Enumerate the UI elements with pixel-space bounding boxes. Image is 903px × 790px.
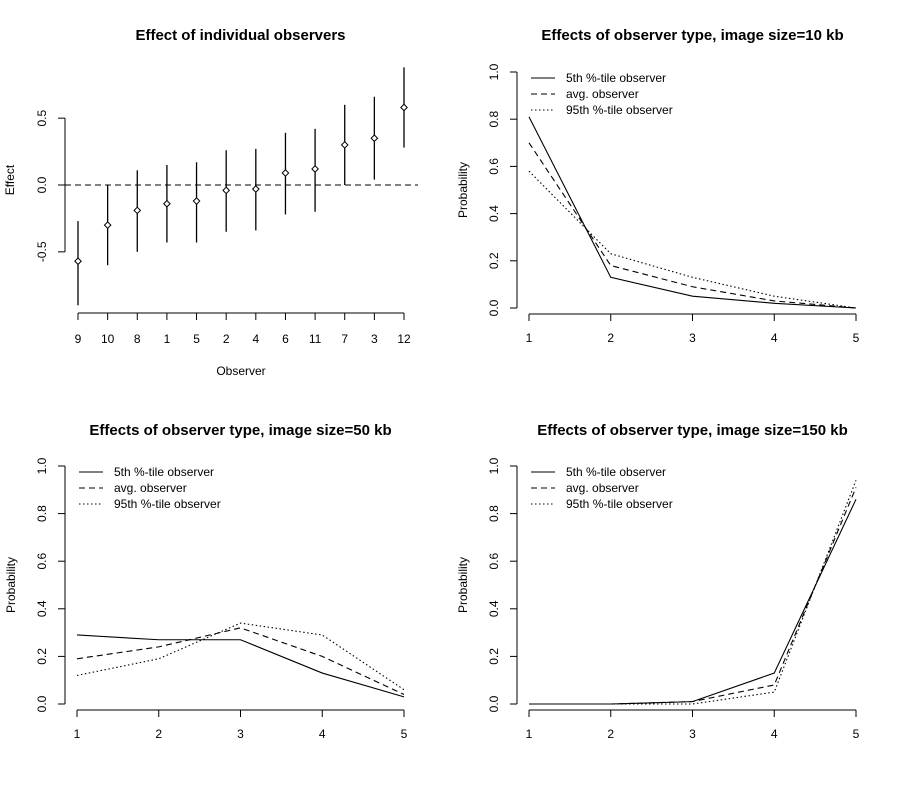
- data-point: [103, 221, 112, 230]
- y-tick-label: 0.0: [35, 176, 49, 193]
- series-line-2: [528, 142, 857, 309]
- x-tick-label: 3: [689, 727, 696, 741]
- y-tick-label: 0.4: [487, 205, 501, 222]
- series-line-1: [528, 116, 857, 309]
- chart-panel-2: Effects of observer type, image size=10 …: [456, 27, 860, 345]
- x-tick-label: 8: [134, 332, 141, 346]
- chart-title: Effects of observer type, image size=50 …: [89, 422, 391, 439]
- y-tick-label: 1.0: [487, 457, 501, 474]
- y-axis-label: Probability: [4, 557, 18, 613]
- y-tick-label: 1.0: [487, 63, 501, 80]
- y-tick-label: -0.5: [35, 241, 49, 262]
- y-tick-label: 1.0: [35, 457, 49, 474]
- x-tick-label: 5: [193, 332, 200, 346]
- y-tick-label: 0.8: [35, 505, 49, 522]
- x-tick-label: 5: [853, 727, 860, 741]
- y-tick-label: 0.2: [487, 648, 501, 665]
- y-tick-label: 0.8: [487, 505, 501, 522]
- x-tick-label: 7: [341, 332, 348, 346]
- legend-label: avg. observer: [566, 481, 639, 495]
- legend-label: 5th %-tile observer: [114, 465, 214, 479]
- chart-title: Effects of observer type, image size=10 …: [541, 27, 843, 44]
- y-axis-label: Probability: [456, 557, 470, 613]
- x-tick-label: 1: [526, 331, 533, 345]
- x-tick-label: 5: [853, 331, 860, 345]
- x-tick-label: 4: [771, 727, 778, 741]
- legend-label: 95th %-tile observer: [566, 103, 673, 117]
- x-tick-label: 4: [319, 727, 326, 741]
- y-axis-label: Effect: [3, 164, 17, 195]
- x-tick-label: 6: [282, 332, 289, 346]
- series-line-3: [528, 170, 857, 309]
- legend-label: 5th %-tile observer: [566, 465, 666, 479]
- legend-label: 95th %-tile observer: [114, 497, 221, 511]
- chart-panel-4: Effects of observer type, image size=150…: [456, 422, 860, 741]
- y-tick-label: 0.6: [487, 158, 501, 175]
- y-tick-label: 0.4: [35, 600, 49, 617]
- x-tick-label: 2: [223, 332, 230, 346]
- y-tick-label: 0.6: [35, 553, 49, 570]
- chart-panel-3: Effects of observer type, image size=50 …: [4, 422, 408, 741]
- y-tick-label: 0.4: [487, 600, 501, 617]
- x-tick-label: 1: [164, 332, 171, 346]
- chart-panel-1: Effect of individual observers -0.5 0.0 0.5…: [3, 27, 418, 378]
- x-tick-label: 4: [252, 332, 259, 346]
- data-point: [192, 197, 201, 205]
- y-tick-label: 0.2: [35, 648, 49, 665]
- chart-title: Effect of individual observers: [135, 27, 345, 44]
- legend-label: 95th %-tile observer: [566, 497, 673, 511]
- y-axis-label: Probability: [456, 162, 470, 218]
- legend-label: 5th %-tile observer: [566, 71, 666, 85]
- x-tick-label: 3: [689, 331, 696, 345]
- y-tick-label: 0.0: [487, 695, 501, 712]
- legend-label: avg. observer: [114, 481, 187, 495]
- y-tick-label: 0.6: [487, 553, 501, 570]
- x-tick-label: 11: [309, 332, 322, 346]
- x-tick-label: 2: [607, 727, 614, 741]
- x-tick-label: 3: [371, 332, 378, 346]
- data-point: [340, 140, 349, 149]
- x-tick-label: 1: [74, 727, 81, 741]
- series-line-1: [529, 499, 857, 705]
- y-tick-label: 0.8: [487, 111, 501, 128]
- x-tick-label: 4: [771, 331, 778, 345]
- y-tick-label: 0.2: [487, 252, 501, 269]
- data-point: [251, 185, 260, 193]
- data-point: [74, 257, 82, 266]
- data-point: [222, 186, 231, 195]
- series-line-3: [529, 480, 857, 705]
- data-point: [163, 199, 171, 208]
- x-tick-label: 5: [401, 727, 408, 741]
- series-line-1: [76, 634, 405, 698]
- chart-title: Effects of observer type, image size=150…: [537, 422, 848, 439]
- x-tick-label: 2: [155, 727, 162, 741]
- data-point: [400, 103, 408, 112]
- x-tick-label: 12: [397, 332, 411, 346]
- data-point: [281, 169, 290, 177]
- x-tick-label: 2: [607, 331, 614, 345]
- series-line-2: [76, 627, 405, 695]
- series-line-3: [76, 622, 405, 691]
- data-point: [370, 134, 379, 143]
- y-tick-label: 0.0: [487, 299, 501, 316]
- x-tick-label: 3: [237, 727, 244, 741]
- x-tick-label: 1: [526, 727, 533, 741]
- data-point: [133, 206, 142, 215]
- data-point: [311, 165, 319, 173]
- y-tick-label: 0.0: [35, 695, 49, 712]
- y-tick-label: 0.5: [35, 109, 49, 126]
- series-line-2: [529, 487, 857, 705]
- x-tick-label: 9: [75, 332, 82, 346]
- x-tick-label: 10: [101, 332, 115, 346]
- x-axis-label: Observer: [216, 364, 265, 378]
- legend-label: avg. observer: [566, 87, 639, 101]
